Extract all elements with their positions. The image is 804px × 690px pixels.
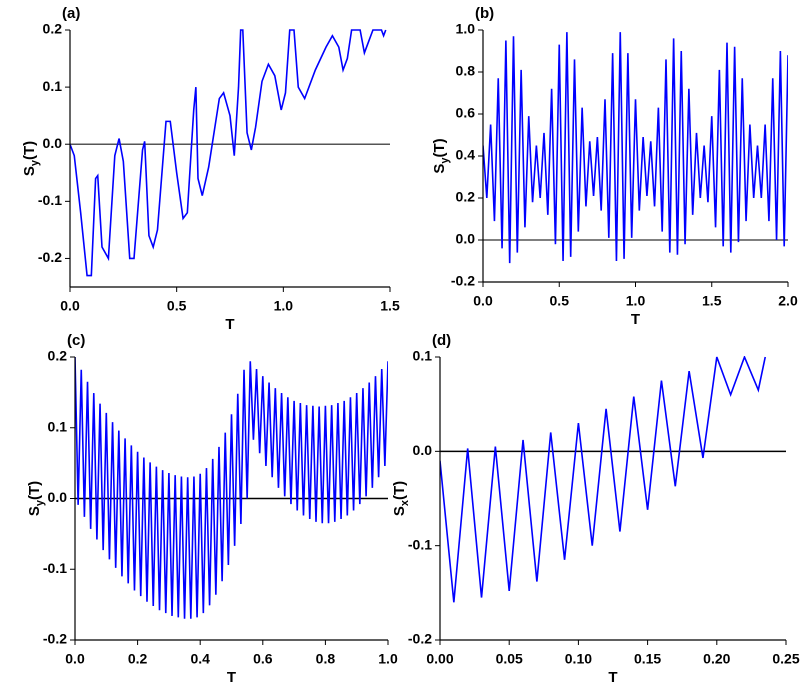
x-axis-label: T — [608, 669, 617, 686]
y-tick-label: 0.0 — [413, 442, 433, 458]
y-tick-label: 0.1 — [48, 418, 68, 434]
panel-label: (b) — [475, 5, 494, 22]
y-tick-label: -0.2 — [451, 273, 475, 289]
y-axis-label: Sy(T) — [21, 141, 41, 176]
panel-label: (d) — [432, 332, 451, 349]
x-axis-label: T — [631, 311, 640, 328]
panel-label: (c) — [67, 332, 85, 349]
y-label-main: S — [26, 506, 43, 516]
x-tick-label: 1.5 — [380, 298, 400, 314]
y-tick-label: 0.8 — [456, 63, 476, 79]
panel: 0.0 0.2 0.4 0.6 0.8 1.0-0.2-0.10.00.10.2(c)TS… — [26, 332, 398, 686]
x-tick-label: 0.2 — [128, 651, 148, 667]
y-label-sub: y — [34, 499, 46, 506]
y-tick-label: -0.1 — [38, 192, 62, 208]
x-tick-label: 1.5 — [702, 293, 722, 309]
x-tick-label: 0.0 — [60, 298, 80, 314]
x-tick-label: 0.05 — [496, 651, 523, 667]
y-label-sub: y — [29, 159, 41, 166]
y-label-tail: (T) — [431, 138, 448, 157]
x-tick-label: 0.00 — [426, 651, 453, 667]
y-tick-label: 0.4 — [456, 147, 476, 163]
y-label-tail: (T) — [21, 141, 38, 160]
x-tick-label: 1.0 — [378, 651, 398, 667]
x-tick-label: 0.10 — [565, 651, 592, 667]
y-tick-label: 0.2 — [456, 189, 476, 205]
x-axis-label: T — [225, 316, 234, 333]
y-tick-label: 0.0 — [43, 135, 63, 151]
y-tick-label: -0.1 — [43, 560, 67, 576]
y-tick-label: -0.2 — [38, 249, 62, 265]
x-tick-label: 0.8 — [316, 651, 336, 667]
x-tick-label: 1.0 — [274, 298, 294, 314]
y-label-sub: y — [439, 157, 451, 164]
y-label-tail: (T) — [391, 481, 408, 500]
data-line — [483, 32, 788, 264]
data-line — [70, 29, 387, 277]
x-tick-label: 0.20 — [703, 651, 730, 667]
panel: 0.0 0.5 1.0 1.5 -0.2 -0.1 0.0 0.1 0.2(a) T Sy(T) — [21, 5, 400, 333]
data-line — [440, 356, 767, 603]
y-label-main: S — [21, 166, 38, 176]
x-tick-label: 0.4 — [190, 651, 210, 667]
y-tick-label: -0.2 — [408, 631, 432, 647]
y-tick-label: 0.0 — [456, 231, 476, 247]
y-tick-label: 1.0 — [456, 21, 476, 37]
y-tick-label: 0.6 — [456, 105, 476, 121]
panel-label: (a) — [62, 5, 80, 22]
x-tick-label: 0.5 — [550, 293, 570, 309]
y-tick-label: 0.1 — [43, 78, 63, 94]
x-tick-label: 1.0 — [626, 293, 646, 309]
y-tick-label: 0.2 — [48, 348, 68, 364]
y-label-tail: (T) — [26, 481, 43, 500]
y-tick-label: -0.2 — [43, 631, 67, 647]
y-label-sub: x — [399, 499, 411, 506]
data-line — [75, 356, 388, 619]
x-tick-label: 2.0 — [778, 293, 798, 309]
y-axis-label: Sx(T) — [391, 481, 411, 516]
y-tick-label: 0.2 — [43, 21, 63, 37]
x-tick-label: 0.6 — [253, 651, 273, 667]
x-axis-label: T — [227, 669, 236, 686]
y-label-main: S — [431, 164, 448, 174]
panel: 0.0 0.5 1.0 1.5 2.0-0.20.00.20.40.60.81.0(b)… — [431, 5, 798, 328]
y-axis-label: Sy(T) — [26, 481, 46, 516]
y-tick-label: 0.1 — [413, 348, 433, 364]
x-tick-label: 0.5 — [167, 298, 187, 314]
x-tick-label: 0.0 — [65, 651, 85, 667]
x-tick-label: 0.25 — [772, 651, 799, 667]
y-label-main: S — [391, 506, 408, 516]
panel: 0.00 0.05 0.10 0.15 0.20 0.25 -0.2 -0.1 0.0 0.1(d… — [391, 332, 800, 686]
y-tick-label: 0.0 — [48, 489, 68, 505]
y-tick-label: -0.1 — [408, 536, 432, 552]
x-tick-label: 0.0 — [473, 293, 493, 309]
x-tick-label: 0.15 — [634, 651, 661, 667]
y-axis-label: Sy(T) — [431, 138, 451, 173]
